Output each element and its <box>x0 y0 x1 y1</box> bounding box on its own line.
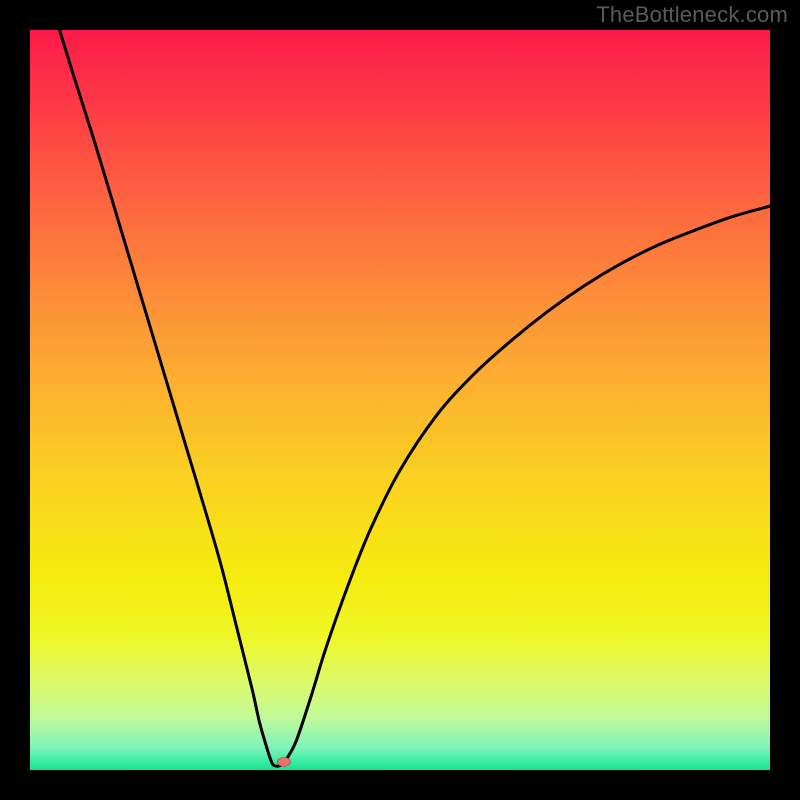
bottleneck-plot <box>0 0 800 800</box>
watermark-text: TheBottleneck.com <box>596 2 788 28</box>
chart-stage: TheBottleneck.com <box>0 0 800 800</box>
optimal-point-marker <box>277 757 290 766</box>
plot-background <box>30 30 770 770</box>
